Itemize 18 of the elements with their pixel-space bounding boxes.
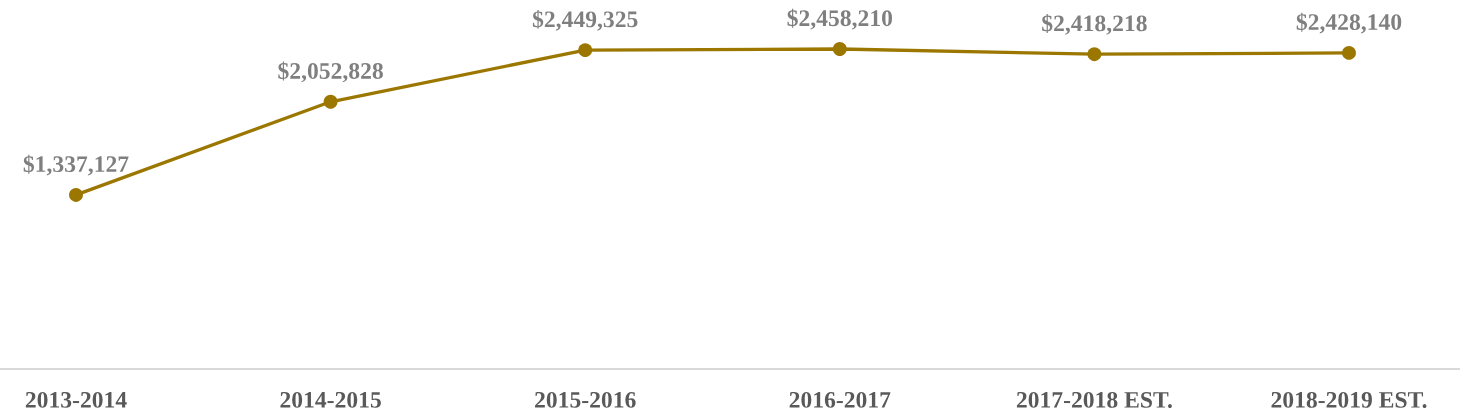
data-label: $2,428,140 xyxy=(1296,12,1402,34)
data-label: $1,337,127 xyxy=(23,154,129,176)
x-tick-label: 2015-2016 xyxy=(535,391,636,408)
x-tick-label: 2014-2015 xyxy=(280,391,381,408)
point xyxy=(578,43,593,58)
data-label: $2,449,325 xyxy=(532,9,638,31)
data-label: $2,052,828 xyxy=(278,61,383,83)
point xyxy=(323,94,338,109)
point xyxy=(1342,45,1356,60)
x-tick-label: 2016-2017 xyxy=(789,391,891,408)
data-label: $2,458,210 xyxy=(787,8,893,30)
point xyxy=(1087,47,1102,62)
x-tick-label: 2018-2019 EST. xyxy=(1271,391,1427,408)
x-tick-label: 2017-2018 EST. xyxy=(1016,391,1172,408)
data-label: $2,418,218 xyxy=(1042,14,1147,35)
x-tick-label: 2013-2014 xyxy=(25,391,127,408)
point xyxy=(69,187,83,202)
point xyxy=(832,42,847,56)
